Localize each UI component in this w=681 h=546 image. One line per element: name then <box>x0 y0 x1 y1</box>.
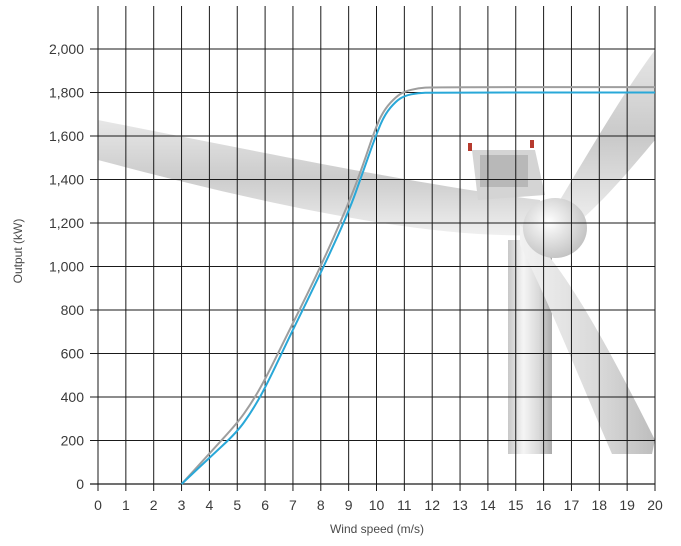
y-tick-label: 1,000 <box>49 259 84 275</box>
x-tick-label: 19 <box>619 497 635 513</box>
x-tick-label: 8 <box>317 497 325 513</box>
x-tick-label: 4 <box>206 497 214 513</box>
grid-lines <box>97 6 656 484</box>
x-tick-label: 3 <box>178 497 186 513</box>
series-line-2 <box>180 91 655 485</box>
x-tick-label: 6 <box>261 497 269 513</box>
x-tick-label: 20 <box>647 497 663 513</box>
x-tick-label: 16 <box>536 497 552 513</box>
x-tick-label: 5 <box>233 497 241 513</box>
x-tick-label: 2 <box>150 497 158 513</box>
x-tick-label: 10 <box>369 497 385 513</box>
x-tick-label: 7 <box>289 497 297 513</box>
y-tick-label: 1,200 <box>49 215 84 231</box>
x-tick-label: 12 <box>424 497 440 513</box>
x-tick-label: 11 <box>397 497 412 513</box>
x-tick-label: 17 <box>564 497 580 513</box>
x-tick-label: 1 <box>122 497 130 513</box>
y-tick-label: 1,400 <box>49 172 84 188</box>
x-tick-labels: 0 1 2 3 4 5 6 7 8 9 10 11 12 13 14 15 16 17 18 19 20 <box>94 497 663 513</box>
x-axis-title: Wind speed (m/s) <box>330 522 424 536</box>
x-tick-label: 0 <box>94 497 102 513</box>
y-tick-label: 2,000 <box>49 41 84 57</box>
y-tick-label: 600 <box>61 346 85 362</box>
x-tick-label: 9 <box>345 497 353 513</box>
series-lines <box>180 86 655 485</box>
y-tick-label: 1,600 <box>49 128 84 144</box>
y-tick-label: 1,800 <box>49 85 84 101</box>
x-tick-label: 13 <box>452 497 468 513</box>
x-tick-label: 15 <box>508 497 524 513</box>
y-axis-title: Output (kW) <box>11 219 25 284</box>
y-tick-label: 0 <box>76 476 84 492</box>
axes <box>90 48 656 491</box>
y-tick-label: 800 <box>61 302 85 318</box>
x-tick-label: 14 <box>480 497 496 513</box>
y-tick-label: 400 <box>61 389 85 405</box>
x-tick-label: 18 <box>592 497 608 513</box>
series-line-1 <box>180 86 655 485</box>
y-tick-label: 200 <box>61 433 85 449</box>
y-tick-labels: 0 200 400 600 800 1,000 1,200 1,400 1,600 1,800 2,… <box>49 41 84 492</box>
